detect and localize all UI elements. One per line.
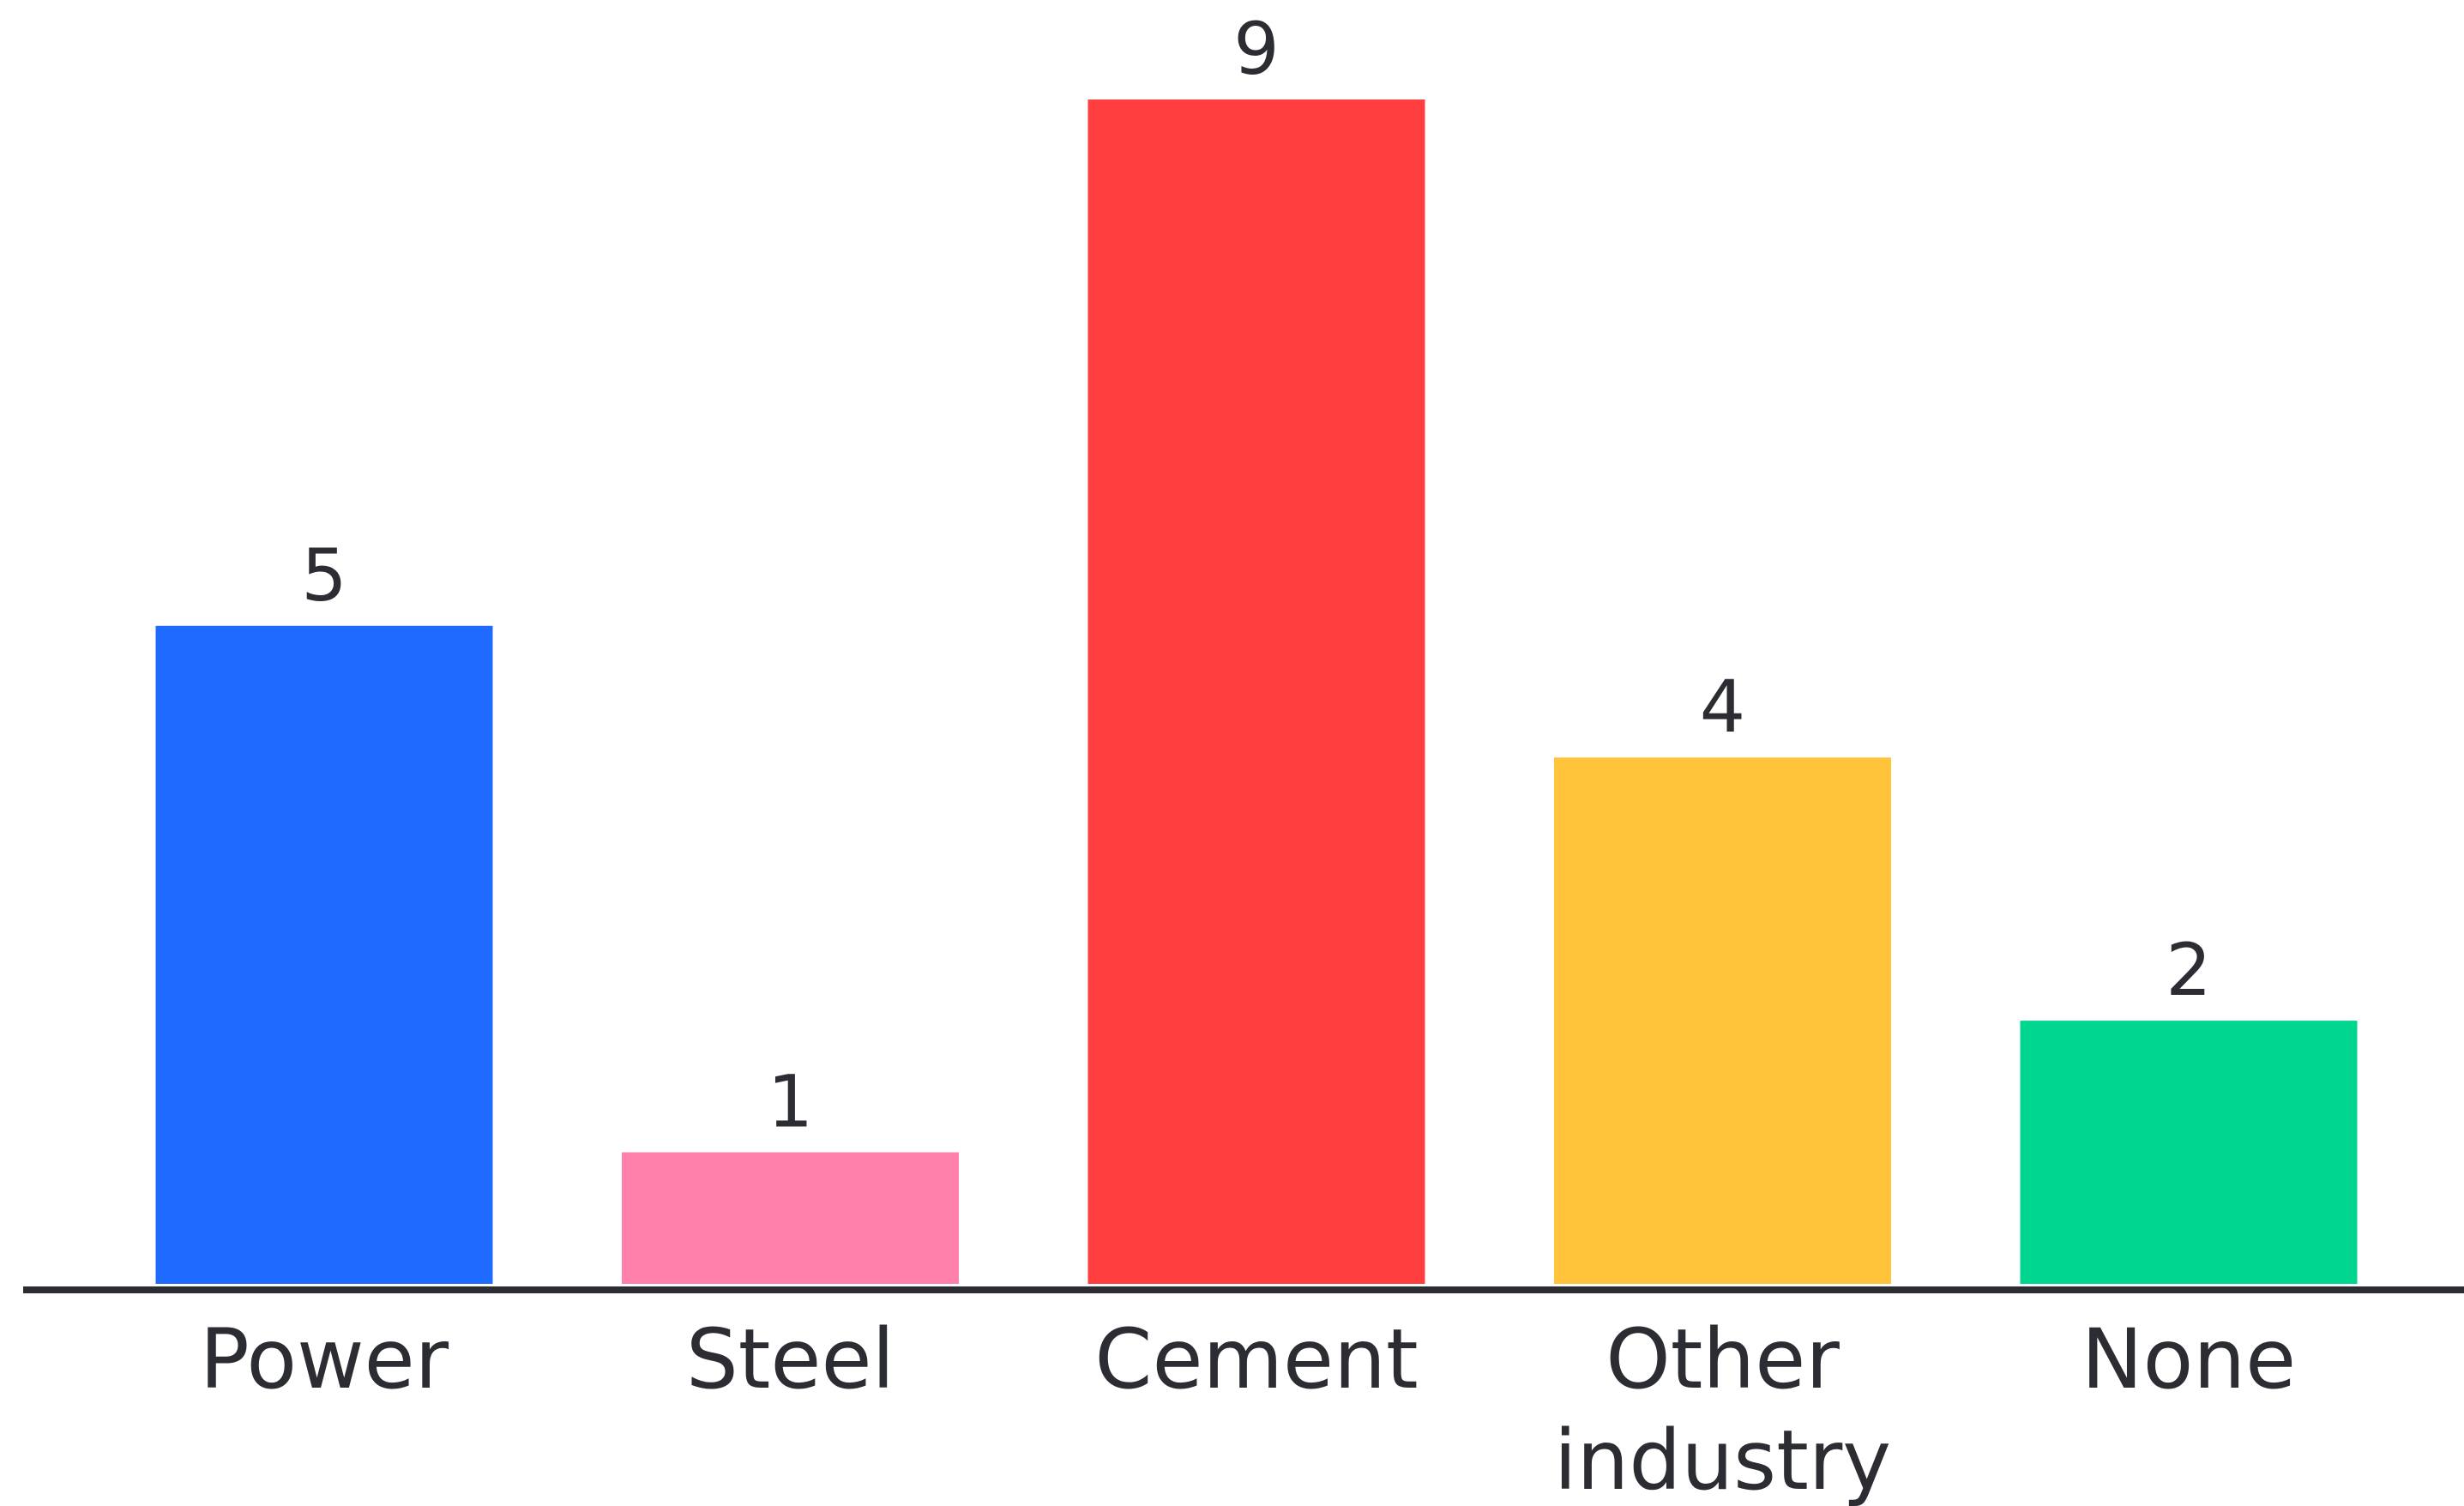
data-label-steel: 1 [768, 1060, 813, 1144]
bar-cement [1087, 99, 1425, 1284]
tick-label-line: Power [200, 1311, 449, 1407]
tick-label-none: None [2081, 1311, 2296, 1407]
value-labels-group: 5 1 9 4 2 [301, 7, 2211, 1144]
bar-other-industry [1554, 757, 1891, 1284]
category-labels-group: Power Steel Cement Other industry None [200, 1311, 2296, 1506]
data-label-cement: 9 [1233, 7, 1279, 91]
tick-label-other-industry: Other industry [1554, 1311, 1891, 1506]
tick-label-power: Power [200, 1311, 449, 1407]
data-label-power: 5 [301, 533, 346, 617]
bar-steel [622, 1152, 959, 1284]
bar-none [2020, 1021, 2358, 1284]
bars-group [155, 99, 2358, 1284]
data-label-none: 2 [2166, 928, 2211, 1012]
tick-label-line: Cement [1094, 1311, 1418, 1407]
tick-label-line: Other [1606, 1311, 1840, 1407]
tick-label-cement: Cement [1094, 1311, 1418, 1407]
tick-label-line: Steel [686, 1311, 895, 1407]
tick-label-line: industry [1554, 1413, 1891, 1506]
tick-label-steel: Steel [686, 1311, 895, 1407]
bar-power [155, 625, 493, 1284]
data-label-other-industry: 4 [1700, 665, 1745, 749]
tick-label-line: None [2081, 1311, 2296, 1407]
